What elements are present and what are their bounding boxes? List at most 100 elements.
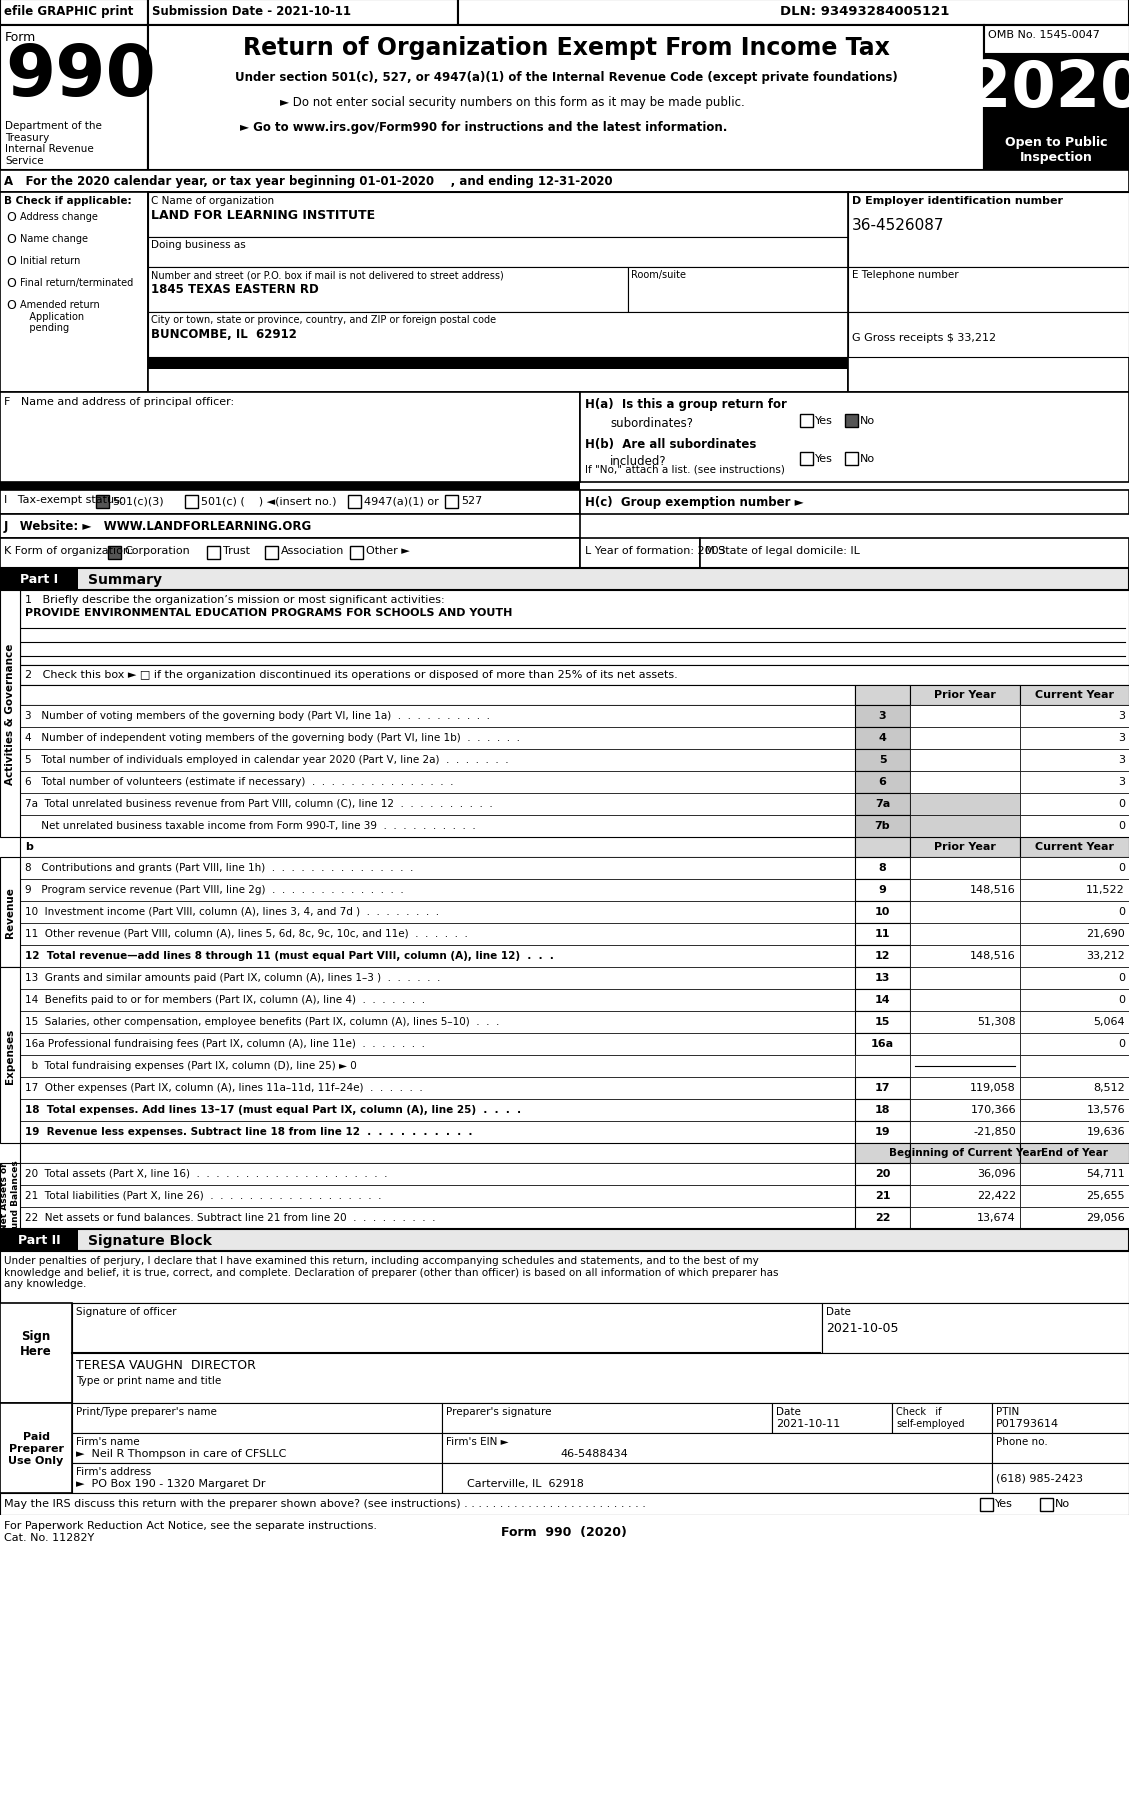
Text: 36-4526087: 36-4526087 <box>852 219 945 233</box>
Bar <box>0 482 580 492</box>
Text: 3: 3 <box>1118 732 1124 743</box>
Bar <box>148 358 848 370</box>
Bar <box>910 990 1019 1012</box>
Text: Prior Year: Prior Year <box>934 842 996 851</box>
Bar <box>20 1185 855 1207</box>
Text: Other ►: Other ► <box>366 546 410 557</box>
Bar <box>0 515 580 538</box>
Bar <box>20 705 855 728</box>
Bar <box>185 495 198 510</box>
Text: (618) 985-2423: (618) 985-2423 <box>996 1473 1083 1484</box>
Text: 13,576: 13,576 <box>1086 1104 1124 1115</box>
Text: PROVIDE ENVIRONMENTAL EDUCATION PROGRAMS FOR SCHOOLS AND YOUTH: PROVIDE ENVIRONMENTAL EDUCATION PROGRAMS… <box>25 607 513 618</box>
Bar <box>855 967 910 990</box>
Text: 0: 0 <box>1118 994 1124 1005</box>
Text: Firm's name: Firm's name <box>76 1437 140 1446</box>
Bar <box>0 0 148 25</box>
Bar <box>855 990 910 1012</box>
Bar <box>20 1077 855 1099</box>
Bar <box>984 25 1129 54</box>
Text: B Check if applicable:: B Check if applicable: <box>5 195 132 206</box>
Bar <box>441 1464 992 1493</box>
Text: 3: 3 <box>1118 710 1124 721</box>
Bar <box>910 1164 1019 1185</box>
Bar <box>0 858 20 967</box>
Bar <box>1040 1498 1053 1511</box>
Text: If "No," attach a list. (see instructions): If "No," attach a list. (see instruction… <box>585 464 785 475</box>
Text: Revenue: Revenue <box>5 887 15 938</box>
Bar <box>700 538 1129 569</box>
Bar <box>910 815 1019 837</box>
Text: 10: 10 <box>875 907 890 916</box>
Text: 8: 8 <box>878 862 886 873</box>
Text: D Employer identification number: D Employer identification number <box>852 195 1064 206</box>
Text: ►  PO Box 190 - 1320 Margaret Dr: ► PO Box 190 - 1320 Margaret Dr <box>76 1478 265 1489</box>
Bar <box>0 0 1129 25</box>
Bar <box>0 538 580 569</box>
Text: 7a: 7a <box>875 799 890 808</box>
Bar <box>1019 1164 1129 1185</box>
Bar <box>992 1464 1129 1493</box>
Text: 5: 5 <box>878 755 886 764</box>
Bar <box>458 0 1129 25</box>
Text: 13,674: 13,674 <box>978 1212 1016 1222</box>
Text: 17: 17 <box>875 1082 891 1093</box>
Bar <box>72 1353 1129 1404</box>
Text: 8,512: 8,512 <box>1093 1082 1124 1093</box>
Bar <box>0 193 148 392</box>
Text: Prior Year: Prior Year <box>934 690 996 699</box>
Text: 148,516: 148,516 <box>970 950 1016 961</box>
Bar <box>910 705 1019 728</box>
Bar <box>984 54 1129 172</box>
Bar <box>855 902 910 923</box>
Bar <box>855 815 910 837</box>
Bar <box>0 569 1129 591</box>
Bar <box>844 454 858 466</box>
Bar <box>1019 837 1129 858</box>
Bar <box>20 967 855 990</box>
Text: 3: 3 <box>1118 755 1124 764</box>
Text: 1   Briefly describe the organization’s mission or most significant activities:: 1 Briefly describe the organization’s mi… <box>25 595 445 605</box>
Text: 7b: 7b <box>875 820 891 831</box>
Bar <box>822 1303 1129 1353</box>
Text: 13  Grants and similar amounts paid (Part IX, column (A), lines 1–3 )  .  .  .  : 13 Grants and similar amounts paid (Part… <box>25 972 440 983</box>
Bar <box>20 990 855 1012</box>
Text: 29,056: 29,056 <box>1086 1212 1124 1222</box>
Bar <box>855 858 910 880</box>
Bar <box>20 945 855 967</box>
Text: Firm's address: Firm's address <box>76 1465 151 1476</box>
Text: 54,711: 54,711 <box>1086 1169 1124 1178</box>
Text: For Paperwork Reduction Act Notice, see the separate instructions.: For Paperwork Reduction Act Notice, see … <box>5 1520 377 1531</box>
Text: J   Website: ►   WWW.LANDFORLEARNING.ORG: J Website: ► WWW.LANDFORLEARNING.ORG <box>5 520 313 533</box>
Bar <box>0 1229 1129 1250</box>
Text: Yes: Yes <box>815 416 833 426</box>
Text: Final return/terminated: Final return/terminated <box>20 278 133 287</box>
Bar <box>20 1099 855 1122</box>
Text: 15: 15 <box>875 1016 890 1026</box>
Text: Summary: Summary <box>88 573 161 587</box>
Text: Check   if
self-employed: Check if self-employed <box>896 1406 964 1428</box>
Text: 7a  Total unrelated business revenue from Part VIII, column (C), line 12  .  .  : 7a Total unrelated business revenue from… <box>25 799 492 808</box>
Text: Sign
Here: Sign Here <box>20 1330 52 1357</box>
Text: Firm's EIN ►: Firm's EIN ► <box>446 1437 509 1446</box>
Bar <box>800 454 813 466</box>
Text: H(b)  Are all subordinates: H(b) Are all subordinates <box>585 437 756 450</box>
Bar <box>20 728 855 750</box>
Text: Signature of officer: Signature of officer <box>76 1306 176 1315</box>
Text: M State of legal domicile: IL: M State of legal domicile: IL <box>704 546 860 557</box>
Text: 16a: 16a <box>870 1039 894 1048</box>
Text: Initial return: Initial return <box>20 257 80 266</box>
Text: 19,636: 19,636 <box>1086 1126 1124 1137</box>
Bar <box>1019 990 1129 1012</box>
Text: 12  Total revenue—add lines 8 through 11 (must equal Part VIII, column (A), line: 12 Total revenue—add lines 8 through 11 … <box>25 950 554 961</box>
Bar <box>910 728 1019 750</box>
Text: May the IRS discuss this return with the preparer shown above? (see instructions: May the IRS discuss this return with the… <box>5 1498 646 1509</box>
Text: 22: 22 <box>875 1212 891 1222</box>
Text: 36,096: 36,096 <box>978 1169 1016 1178</box>
Text: Form  990  (2020): Form 990 (2020) <box>501 1525 627 1538</box>
Text: 0: 0 <box>1118 862 1124 873</box>
Bar <box>20 902 855 923</box>
Text: O: O <box>6 255 16 267</box>
Bar <box>148 0 458 25</box>
Text: E Telephone number: E Telephone number <box>852 269 959 280</box>
